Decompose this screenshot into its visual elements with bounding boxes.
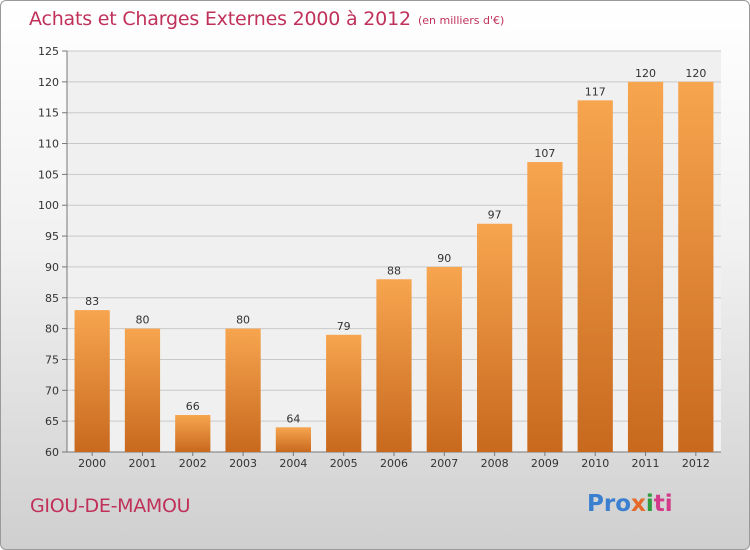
x-tick-label-2011: 2011 [632, 457, 660, 470]
bar-2002 [175, 414, 211, 452]
value-label-2010: 117 [585, 85, 606, 98]
y-tick-label: 105 [38, 168, 59, 181]
x-tick-label-2004: 2004 [279, 457, 307, 470]
value-label-2001: 80 [135, 314, 149, 327]
bar-2001 [124, 328, 161, 452]
y-tick-label: 95 [45, 230, 59, 243]
value-label-2011: 120 [635, 67, 656, 80]
logo-part-3: i [645, 491, 654, 517]
logo-part-1: Pro [587, 491, 632, 517]
bar-2006 [376, 279, 412, 452]
value-label-2009: 107 [534, 147, 555, 160]
y-tick-label: 120 [38, 76, 59, 89]
chart-subtitle: (en milliers d'€) [418, 14, 505, 27]
value-label-2000: 83 [85, 295, 99, 308]
x-tick-label-2012: 2012 [682, 457, 710, 470]
y-tick-label: 80 [45, 323, 59, 336]
bar-2003 [225, 328, 261, 452]
x-tick-label-2003: 2003 [229, 457, 257, 470]
y-tick-label: 115 [38, 107, 59, 120]
value-label-2005: 79 [337, 320, 351, 333]
logo-part-4: ti [653, 491, 673, 517]
labels: 60 65 70 75 80 85 90 95 100 105 110 115 120 125 83 2000… [38, 45, 710, 470]
y-tick-label: 125 [38, 45, 59, 58]
y-tick-label: 90 [45, 261, 59, 274]
x-tick-label-2000: 2000 [78, 457, 106, 470]
bar-2004 [275, 427, 311, 452]
y-tick-label: 65 [45, 415, 59, 428]
bar-2011 [627, 81, 664, 452]
x-tick-label-2008: 2008 [481, 457, 509, 470]
proxiti-logo[interactable]: Proxiti [587, 491, 673, 517]
bar-2000 [74, 310, 110, 452]
value-label-2004: 64 [286, 412, 300, 425]
y-tick-label: 100 [38, 199, 59, 212]
value-label-2002: 66 [186, 400, 200, 413]
x-tick-label-2001: 2001 [128, 457, 156, 470]
y-tick-label: 70 [45, 384, 59, 397]
bar-2008 [477, 223, 513, 452]
x-tick-label-2006: 2006 [380, 457, 408, 470]
value-label-2012: 120 [685, 67, 706, 80]
bar-2007 [426, 266, 462, 452]
x-tick-label-2009: 2009 [531, 457, 559, 470]
bar-2009 [527, 162, 563, 453]
bar-2005 [326, 334, 362, 452]
y-tick-label: 75 [45, 353, 59, 366]
y-tick-label: 85 [45, 292, 59, 305]
value-label-2007: 90 [437, 252, 451, 265]
x-tick-label-2002: 2002 [179, 457, 207, 470]
y-tick-label: 60 [45, 446, 59, 459]
bar-2010 [577, 100, 613, 452]
x-tick-label-2010: 2010 [581, 457, 609, 470]
value-label-2008: 97 [488, 209, 502, 222]
logo-part-2: x [631, 491, 646, 517]
x-tick-label-2005: 2005 [330, 457, 358, 470]
value-label-2006: 88 [387, 264, 401, 277]
value-label-2003: 80 [236, 314, 250, 327]
x-tick-label-2007: 2007 [430, 457, 458, 470]
chart-title: Achats et Charges Externes 2000 à 2012 [29, 8, 411, 30]
bars [74, 81, 714, 453]
y-tick-label: 110 [38, 138, 59, 151]
bar-2012 [678, 81, 714, 452]
commune-name: GIOU-DE-MAMOU [30, 495, 191, 517]
